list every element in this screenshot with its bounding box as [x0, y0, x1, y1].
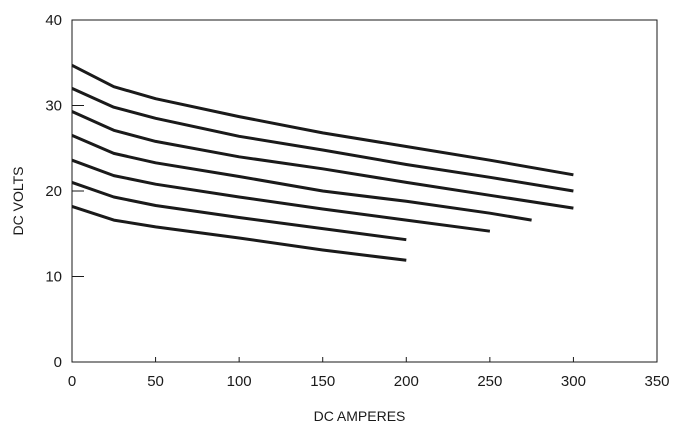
series-line-5	[71, 158, 491, 233]
x-tick-label-250: 250	[477, 373, 502, 390]
x-tick-label-300: 300	[561, 373, 586, 390]
y-tick-label-10: 10	[45, 269, 62, 286]
x-tick-label-350: 350	[644, 373, 669, 390]
x-axis-title: DC AMPERES	[314, 408, 406, 424]
x-tick-label-50: 50	[147, 373, 164, 390]
series-line-6	[71, 180, 407, 242]
y-tick-label-30: 30	[45, 98, 62, 115]
series-line-1	[71, 63, 574, 177]
axes	[71, 19, 658, 363]
series-line-3	[71, 110, 574, 210]
x-tick-label-0: 0	[68, 373, 76, 390]
x-tick-label-100: 100	[227, 373, 252, 390]
y-tick-label-20: 20	[45, 183, 62, 200]
y-tick-label-0: 0	[54, 354, 62, 371]
y-tick-label-40: 40	[45, 12, 62, 29]
y-axis-title: DC VOLTS	[10, 167, 26, 236]
plot-area	[71, 63, 574, 262]
series-line-2	[71, 87, 574, 193]
x-tick-label-200: 200	[394, 373, 419, 390]
axis-labels: 0 10 20 30 40 0 50 100 150 200 250 300 350 DC AMPERES…	[10, 12, 670, 424]
series-line-4	[71, 134, 532, 222]
series-line-7	[71, 204, 407, 262]
x-tick-label-150: 150	[310, 373, 335, 390]
